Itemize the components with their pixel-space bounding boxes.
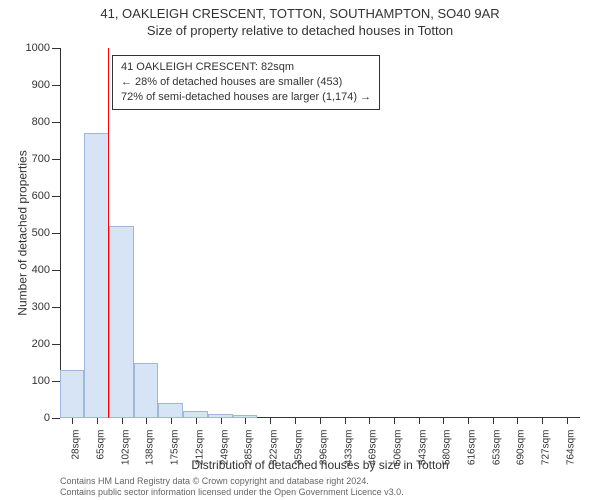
annotation-line: ← 28% of detached houses are smaller (45… (121, 75, 371, 90)
plot-area: 41 OAKLEIGH CRESCENT: 82sqm← 28% of deta… (60, 48, 580, 418)
annotation-line: 72% of semi-detached houses are larger (… (121, 90, 371, 105)
y-tick (52, 270, 60, 271)
chart-container: 41, OAKLEIGH CRESCENT, TOTTON, SOUTHAMPT… (0, 0, 600, 500)
y-tick (52, 196, 60, 197)
y-tick-label: 500 (32, 227, 50, 239)
y-tick-label: 400 (32, 264, 50, 276)
y-tick (52, 122, 60, 123)
histogram-bar (158, 403, 183, 418)
x-tick-label: 65sqm (95, 430, 106, 460)
title-line-2: Size of property relative to detached ho… (0, 23, 600, 38)
title-line-1: 41, OAKLEIGH CRESCENT, TOTTON, SOUTHAMPT… (0, 6, 600, 21)
y-tick-label: 900 (32, 79, 50, 91)
y-tick (52, 307, 60, 308)
y-tick (52, 85, 60, 86)
histogram-bar (109, 226, 134, 418)
histogram-bar (134, 363, 158, 419)
footer: Contains HM Land Registry data © Crown c… (60, 476, 580, 498)
annotation-line: 41 OAKLEIGH CRESCENT: 82sqm (121, 60, 371, 75)
y-tick (52, 418, 60, 419)
y-tick (52, 159, 60, 160)
y-tick (52, 48, 60, 49)
histogram-bar (60, 370, 84, 418)
y-tick-label: 800 (32, 116, 50, 128)
x-axis-title: Distribution of detached houses by size … (60, 458, 580, 472)
y-axis-labels: 01002003004005006007008009001000 (0, 48, 56, 418)
footer-line-2: Contains public sector information licen… (60, 487, 580, 498)
y-tick-label: 0 (44, 412, 50, 424)
y-tick-label: 1000 (26, 42, 50, 54)
annotation-box: 41 OAKLEIGH CRESCENT: 82sqm← 28% of deta… (112, 55, 380, 110)
y-tick-label: 100 (32, 375, 50, 387)
y-tick (52, 344, 60, 345)
title-block: 41, OAKLEIGH CRESCENT, TOTTON, SOUTHAMPT… (0, 6, 600, 38)
footer-line-1: Contains HM Land Registry data © Crown c… (60, 476, 580, 487)
x-axis-labels: 28sqm65sqm102sqm138sqm175sqm212sqm249sqm… (60, 418, 580, 458)
y-tick-label: 200 (32, 338, 50, 350)
reference-vline (108, 48, 109, 418)
y-tick-label: 300 (32, 301, 50, 313)
y-tick (52, 233, 60, 234)
histogram-bar (183, 411, 208, 418)
y-tick-label: 600 (32, 190, 50, 202)
y-tick (52, 381, 60, 382)
y-tick-label: 700 (32, 153, 50, 165)
histogram-bar (84, 133, 109, 418)
x-tick-label: 28sqm (71, 430, 82, 460)
